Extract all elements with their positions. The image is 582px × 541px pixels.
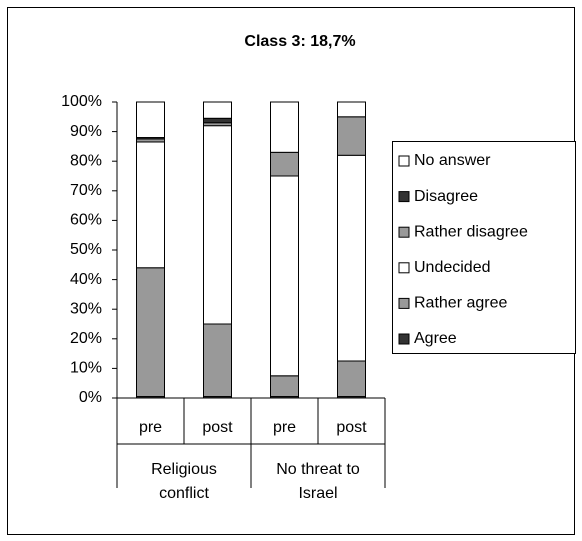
bar-segment <box>203 323 232 398</box>
legend-swatch <box>398 155 410 167</box>
legend-swatch <box>398 297 410 309</box>
legend-swatch <box>398 333 410 345</box>
bar-segment <box>337 360 366 398</box>
legend-label: Undecided <box>414 259 491 276</box>
y-tick-label: 60% <box>70 212 102 229</box>
bar-segment <box>270 375 299 398</box>
x-tick-label: pre <box>139 419 162 436</box>
y-tick-label: 10% <box>70 360 102 377</box>
legend-label: Rather disagree <box>414 223 528 240</box>
y-tick-label: 100% <box>61 93 102 110</box>
bar-segment <box>270 175 299 377</box>
x-tick-label: pre <box>273 419 296 436</box>
y-tick-label: 90% <box>70 123 102 140</box>
chart-title: Class 3: 18,7% <box>244 33 355 50</box>
bar-segment <box>337 101 366 118</box>
y-tick-label: 20% <box>70 330 102 347</box>
group-label: No threat to Israel <box>276 461 360 502</box>
legend-label: Agree <box>414 330 457 347</box>
y-tick-label: 40% <box>70 271 102 288</box>
bar-segment <box>136 267 165 398</box>
bar-segment <box>203 125 232 325</box>
bar-segment <box>337 154 366 362</box>
bar-segment <box>203 101 232 119</box>
bar-segment <box>270 151 299 177</box>
group-label: Religious conflict <box>151 461 217 502</box>
bar-segment <box>136 141 165 269</box>
y-tick-label: 0% <box>79 389 102 406</box>
bar-segment <box>337 116 366 156</box>
legend-swatch <box>398 226 410 238</box>
bar-segment <box>136 101 165 139</box>
legend-label: Rather agree <box>414 295 507 312</box>
y-tick-label: 80% <box>70 152 102 169</box>
x-tick-label: post <box>336 419 367 436</box>
legend-label: Disagree <box>414 188 478 205</box>
x-tick-label: post <box>202 419 233 436</box>
legend-swatch <box>398 191 410 203</box>
legend-box <box>392 141 576 354</box>
y-tick-label: 70% <box>70 182 102 199</box>
bar-segment <box>203 117 232 124</box>
y-tick-label: 30% <box>70 300 102 317</box>
legend-swatch <box>398 262 410 274</box>
y-tick-label: 50% <box>70 241 102 258</box>
legend-label: No answer <box>414 152 491 169</box>
bar-segment <box>270 101 299 153</box>
